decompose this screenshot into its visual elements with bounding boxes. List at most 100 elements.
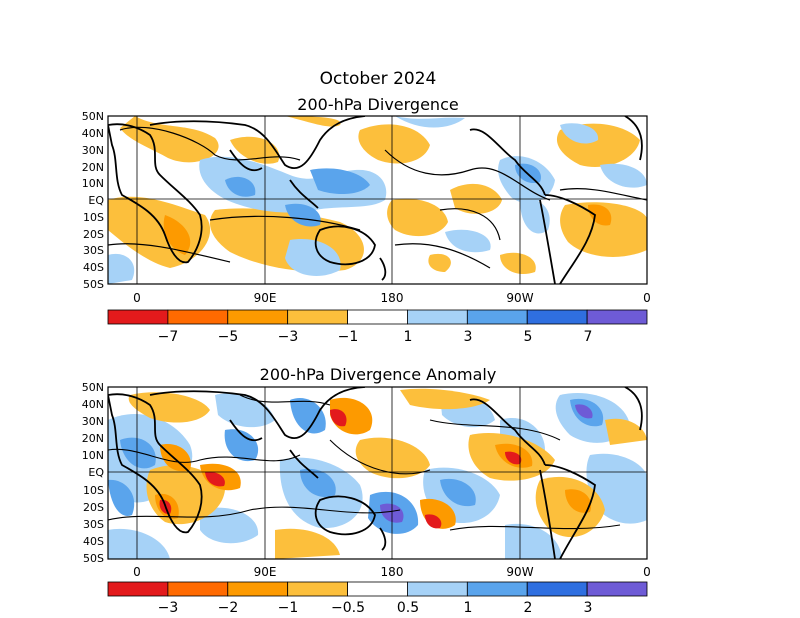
colorbar-label: −2	[218, 600, 239, 616]
panel-divergence-anomaly: 200-hPa Divergence Anomaly	[82, 365, 651, 616]
lat-tick-label: 40S	[83, 535, 104, 548]
colorbar-labels: −7 −5 −3 −1 1 3 5 7	[158, 329, 593, 345]
panel-divergence: 200-hPa Divergence	[82, 95, 651, 345]
divergence-anomaly-area	[440, 478, 476, 507]
colorbar-swatch	[167, 309, 229, 325]
divergence-area	[285, 203, 321, 227]
colorbar-label: 2	[524, 600, 533, 616]
lon-tick-label: 90W	[506, 565, 533, 579]
colorbar-label: 5	[524, 329, 533, 345]
colorbar-label: −5	[218, 329, 239, 345]
convergence-area	[560, 202, 647, 257]
colorbar-swatch	[526, 309, 588, 325]
colorbar-label: −1	[338, 329, 359, 345]
lon-tick-label: 0	[133, 565, 141, 579]
convergence-anomaly-area	[605, 418, 647, 445]
divergence-area	[310, 168, 370, 195]
colorbar: −7 −5 −3 −1 1 3 5 7	[107, 309, 648, 345]
lat-tick-label: 20N	[82, 161, 104, 174]
lat-tick-label: 30S	[83, 518, 104, 531]
divergence-area	[600, 163, 647, 188]
divergence-area	[445, 229, 491, 253]
divergence-anomaly-area	[300, 468, 336, 498]
colorbar-swatch	[167, 581, 229, 597]
convergence-area	[387, 198, 448, 237]
colorbar-labels: −3 −2 −1 −0.5 0.5 1 2 3	[158, 600, 593, 616]
convergence-anomaly-area	[128, 392, 210, 423]
lon-tick-label: 90W	[506, 291, 533, 305]
panel-title: 200-hPa Divergence	[297, 95, 458, 114]
colorbar-label: 1	[404, 329, 413, 345]
colorbar-swatch	[287, 309, 348, 325]
lat-tick-label: EQ	[88, 466, 104, 479]
convergence-anomaly-area	[275, 528, 340, 559]
colorbar-label: 0.5	[397, 600, 419, 616]
colorbar-label: 3	[584, 600, 593, 616]
colorbar-label: −1	[278, 600, 299, 616]
colorbar-swatch	[287, 581, 348, 597]
divergence-area	[108, 253, 135, 284]
convergence-anomaly-area	[330, 409, 347, 427]
lat-tick-label: 30N	[82, 144, 104, 157]
divergence-area	[285, 239, 341, 277]
colorbar-swatch	[227, 309, 289, 325]
convergence-anomaly-area	[535, 476, 605, 538]
lat-tick-label: 40S	[83, 261, 104, 274]
colorbar-label: 1	[464, 600, 473, 616]
colorbar-swatch	[107, 581, 169, 597]
graticule	[108, 116, 647, 284]
colorbar-label: −3	[158, 600, 179, 616]
divergence-area	[225, 176, 256, 197]
lat-tick-label: 20S	[83, 228, 104, 241]
lat-tick-label: 20S	[83, 501, 104, 514]
lon-tick-label: 90E	[254, 291, 277, 305]
divergence-anomaly-area	[505, 523, 562, 559]
divergence-anomaly-area	[120, 437, 156, 469]
lat-tick-label: 50S	[83, 552, 104, 565]
convergence-area	[358, 124, 430, 164]
colorbar-swatch	[407, 309, 468, 325]
lat-tick-label: 50N	[82, 110, 104, 123]
colorbar-swatch	[526, 581, 588, 597]
lat-tick-label: 10N	[82, 177, 104, 190]
lat-tick-label: 40N	[82, 398, 104, 411]
lat-tick-label: 30N	[82, 415, 104, 428]
colorbar-swatch	[227, 581, 289, 597]
convergence-area	[428, 253, 451, 272]
lat-tick-label: 50S	[83, 278, 104, 291]
divergence-area	[560, 123, 599, 144]
lat-tick-label: 10S	[83, 211, 104, 224]
divergence-anomaly-area	[108, 528, 170, 559]
colorbar-label: −0.5	[331, 600, 365, 616]
lon-tick-label: 0	[643, 291, 651, 305]
convergence-anomaly-area	[425, 514, 442, 529]
map-frame	[107, 115, 648, 285]
lon-tick-label: 180	[381, 291, 404, 305]
colorbar-swatch	[347, 309, 408, 325]
colorbar-label: 7	[584, 329, 593, 345]
lat-tick-label: 40N	[82, 127, 104, 140]
panel-title: 200-hPa Divergence Anomaly	[260, 365, 497, 384]
colorbar-swatch	[466, 309, 528, 325]
map-frame	[107, 386, 648, 560]
lon-tick-label: 0	[643, 565, 651, 579]
lon-tick-label: 0	[133, 291, 141, 305]
lon-tick-label: 180	[381, 565, 404, 579]
colorbar-swatch	[347, 581, 408, 597]
convergence-anomaly-area	[400, 388, 490, 410]
lat-tick-label: EQ	[88, 194, 104, 207]
lon-axis-labels: 0 90E 180 90W 0	[133, 291, 651, 305]
lat-tick-label: 50N	[82, 381, 104, 394]
convergence-area	[285, 116, 341, 127]
colorbar-swatch	[107, 309, 169, 325]
graticule	[108, 387, 647, 559]
lat-tick-label: 10N	[82, 449, 104, 462]
lat-tick-label: 10S	[83, 484, 104, 497]
colorbar-label: −3	[278, 329, 299, 345]
divergence-area	[395, 116, 465, 128]
convergence-anomaly-area	[160, 444, 191, 472]
divergence-anomaly-area	[290, 398, 326, 434]
convergence-anomaly-area	[205, 471, 225, 487]
lat-axis-labels: 50N 40N 30N 20N 10N EQ 10S 20S 30S 40S 5…	[82, 381, 105, 565]
